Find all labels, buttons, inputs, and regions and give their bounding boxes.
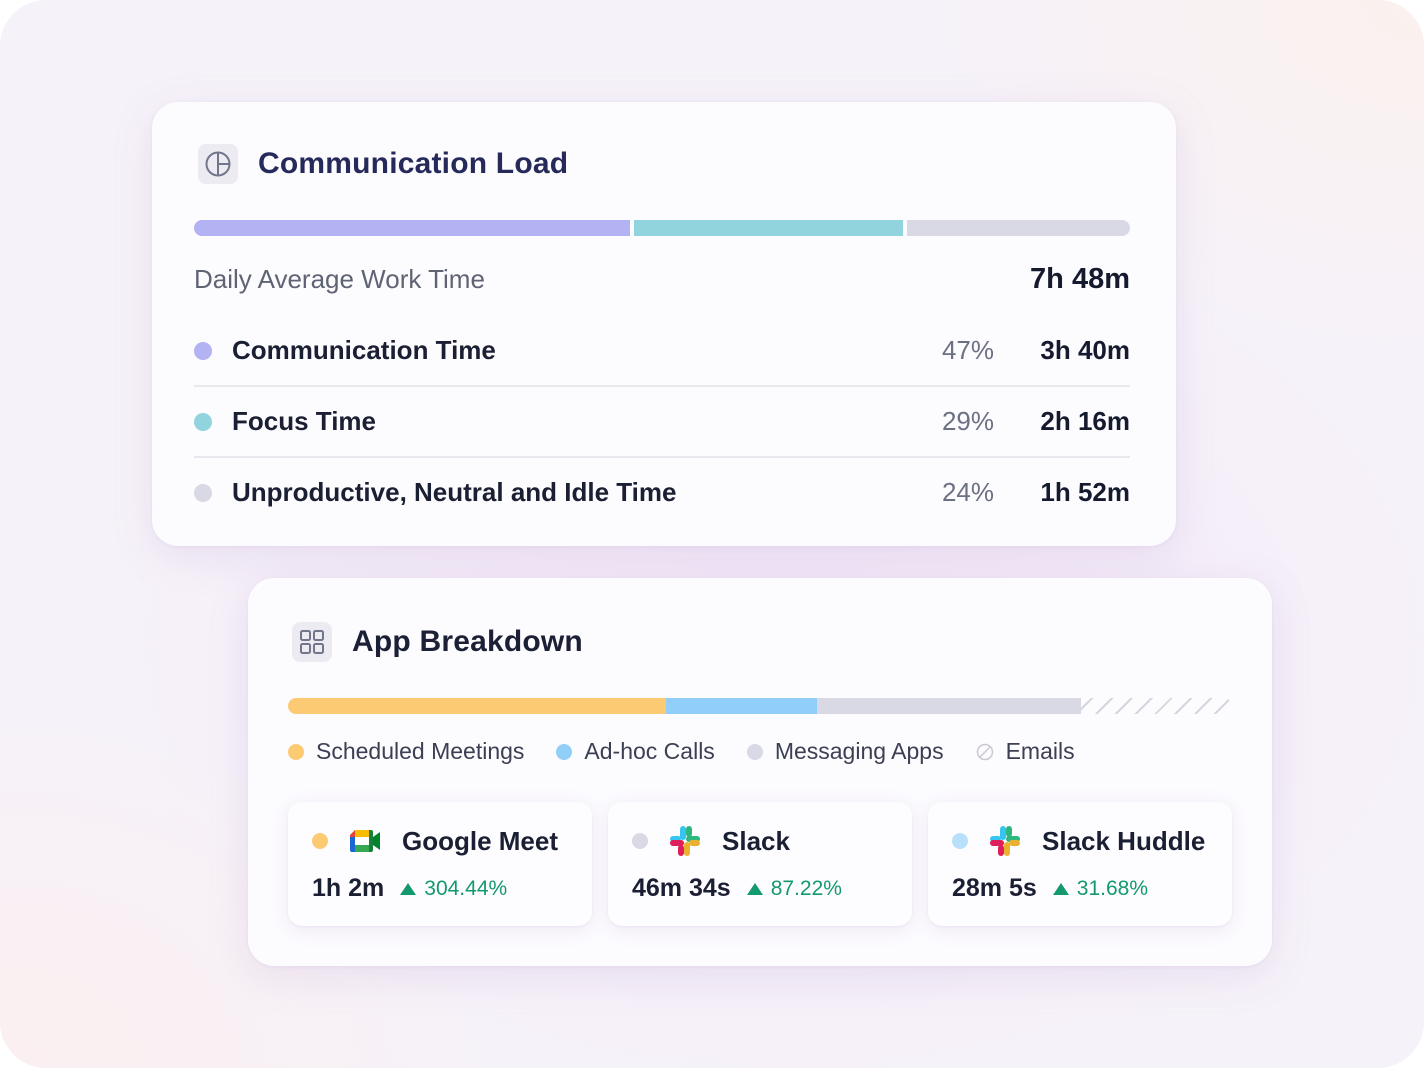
daily-average-label: Daily Average Work Time <box>194 263 485 294</box>
legend-dot <box>556 743 573 760</box>
row-dot <box>194 341 212 360</box>
tile-header: Google Meet <box>312 824 558 858</box>
legend-item-emails: Emails <box>976 738 1075 765</box>
tile-header: Slack Huddle <box>952 824 1205 858</box>
card-header: App Breakdown <box>292 622 583 662</box>
trend-value: 31.68% <box>1076 876 1149 900</box>
legend-dot <box>746 743 763 760</box>
bar-segment-communication <box>194 220 631 236</box>
hatched-circle-icon <box>976 743 993 760</box>
legend-item-messaging-apps: Messaging Apps <box>746 738 944 765</box>
app-duration: 46m 34s <box>632 874 731 902</box>
legend-item-scheduled-meetings: Scheduled Meetings <box>288 738 524 765</box>
legend-label: Scheduled Meetings <box>316 738 525 764</box>
row-unproductive-time: Unproductive, Neutral and Idle Time 24% … <box>194 458 1130 527</box>
legend-dot <box>288 743 304 760</box>
tile-dot <box>312 833 328 849</box>
legend: Scheduled Meetings Ad-hoc Calls Messagin… <box>288 738 1107 765</box>
legend-item-adhoc-calls: Ad-hoc Calls <box>556 738 715 765</box>
trend-value: 87.22% <box>770 876 842 900</box>
card-title: Communication Load <box>258 147 569 180</box>
app-breakdown-card: App Breakdown Scheduled Meetings Ad-hoc … <box>248 578 1272 966</box>
slack-icon <box>990 826 1020 856</box>
slack-icon <box>670 826 700 856</box>
app-duration: 1h 2m <box>312 874 385 902</box>
trend-up-icon <box>1052 882 1069 895</box>
bar-segment-adhoc-calls <box>665 698 817 714</box>
row-label: Communication Time <box>232 335 496 365</box>
trend: 31.68% <box>1052 876 1149 901</box>
tile-dot <box>632 833 648 849</box>
legend-label: Emails <box>1005 738 1075 764</box>
trend-up-icon <box>746 882 763 895</box>
pie-chart-icon <box>198 144 238 184</box>
row-label: Focus Time <box>232 406 377 436</box>
google-meet-icon <box>350 830 380 852</box>
daily-average-row: Daily Average Work Time 7h 48m <box>194 260 1130 298</box>
row-dot <box>194 483 212 502</box>
grid-icon <box>292 622 332 662</box>
row-dot <box>194 412 212 431</box>
row-percentage: 24% <box>941 477 994 507</box>
trend-up-icon <box>400 882 417 895</box>
app-stacked-bar <box>288 698 1232 714</box>
trend: 304.44% <box>400 877 507 901</box>
time-rows: Communication Time 47% 3h 40m Focus Time… <box>194 316 1130 527</box>
tile-stats: 46m 34s 87.22% <box>632 874 842 903</box>
bar-segment-emails <box>1080 698 1232 714</box>
row-percentage: 47% <box>941 335 994 365</box>
app-tile-slack[interactable]: Slack 46m 34s 87.22% <box>608 802 912 926</box>
app-tiles: Google Meet 1h 2m 304.44% <box>288 802 1232 926</box>
app-duration: 28m 5s <box>952 874 1037 902</box>
bar-segment-focus <box>634 220 904 236</box>
daily-average-value: 7h 48m <box>1030 262 1130 295</box>
legend-label: Ad-hoc Calls <box>584 738 715 764</box>
row-duration: 3h 40m <box>1040 335 1130 365</box>
communication-stacked-bar <box>194 220 1130 236</box>
row-label: Unproductive, Neutral and Idle Time <box>232 477 677 507</box>
trend-value: 304.44% <box>424 876 508 900</box>
tile-stats: 1h 2m 304.44% <box>312 874 507 903</box>
app-name: Slack Huddle <box>1042 825 1206 856</box>
communication-load-card: Communication Load Daily Average Work Ti… <box>152 102 1176 546</box>
row-duration: 2h 16m <box>1040 406 1130 436</box>
app-tile-slack-huddle[interactable]: Slack Huddle 28m 5s 31.68% <box>928 802 1232 926</box>
app-tile-google-meet[interactable]: Google Meet 1h 2m 304.44% <box>288 802 592 926</box>
tile-dot <box>952 833 968 849</box>
tile-header: Slack <box>632 824 790 858</box>
tile-stats: 28m 5s 31.68% <box>952 874 1148 903</box>
card-title: App Breakdown <box>352 625 583 658</box>
row-communication-time: Communication Time 47% 3h 40m <box>194 316 1130 387</box>
row-focus-time: Focus Time 29% 2h 16m <box>194 387 1130 458</box>
row-duration: 1h 52m <box>1040 477 1130 507</box>
app-name: Google Meet <box>402 825 559 856</box>
trend: 87.22% <box>746 876 842 901</box>
bar-segment-messaging-apps <box>816 698 1081 714</box>
bar-segment-scheduled-meetings <box>288 698 666 714</box>
app-name: Slack <box>722 825 790 856</box>
bar-segment-unproductive <box>907 220 1130 236</box>
legend-label: Messaging Apps <box>774 738 944 764</box>
card-header: Communication Load <box>198 144 568 184</box>
row-percentage: 29% <box>941 406 994 436</box>
